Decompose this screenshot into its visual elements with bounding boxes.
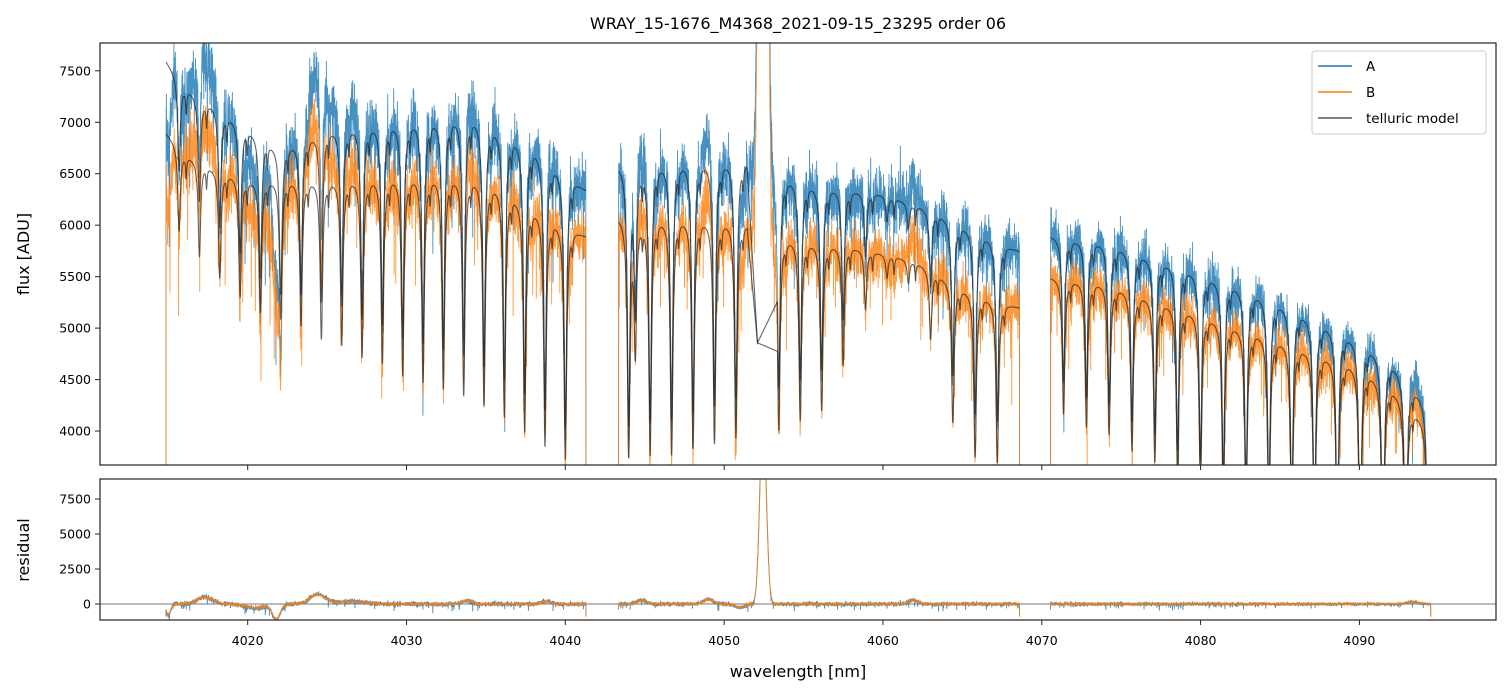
telluric-model-b-line-segment-1 bbox=[165, 133, 587, 460]
x-tick-label: 4050 bbox=[708, 633, 740, 648]
x-tick-label: 4070 bbox=[1026, 633, 1058, 648]
residual-a-line-segment-2 bbox=[618, 479, 1020, 617]
telluric-model-b-line-segment-3 bbox=[1050, 278, 1427, 465]
residual-y-tick-label: 7500 bbox=[59, 492, 91, 507]
residual-b-line-segment-1 bbox=[165, 592, 587, 620]
flux-y-tick-label: 6000 bbox=[59, 218, 91, 233]
x-tick-label: 4040 bbox=[549, 633, 581, 648]
flux-y-tick-label: 6500 bbox=[59, 166, 91, 181]
residual-b-line-segment-3 bbox=[1050, 599, 1432, 617]
telluric-model-a-line-segment-3 bbox=[1050, 237, 1427, 465]
series-b-line-segment-1 bbox=[165, 98, 587, 465]
flux-axes-frame bbox=[99, 42, 1497, 466]
chart-title: WRAY_15-1676_M4368_2021-09-15_23295 orde… bbox=[590, 14, 1006, 34]
x-tick-label: 4090 bbox=[1344, 633, 1376, 648]
axis-ticks: 4020 4030 4040 4050 4060 4070 4080 4090 4000 4500… bbox=[59, 63, 1375, 648]
telluric-model-a-line-segment-1 bbox=[165, 61, 587, 428]
flux-y-tick-label: 7000 bbox=[59, 115, 91, 130]
legend-label-b: B bbox=[1366, 85, 1375, 101]
residual-axes-frame bbox=[99, 478, 1497, 621]
series-a-line-segment-3 bbox=[1050, 206, 1427, 465]
legend: A B telluric model bbox=[1311, 50, 1487, 135]
flux-y-tick-label: 7500 bbox=[59, 63, 91, 78]
legend-label-telluric: telluric model bbox=[1366, 111, 1459, 127]
flux-y-tick-label: 5500 bbox=[59, 269, 91, 284]
y-axis-label-residual: residual bbox=[14, 518, 33, 581]
flux-y-tick-label: 4500 bbox=[59, 372, 91, 387]
residual-y-tick-label: 2500 bbox=[59, 562, 91, 577]
series-b-line-segment-3 bbox=[1050, 256, 1427, 465]
y-axis-label-flux: flux [ADU] bbox=[14, 213, 33, 295]
telluric-model-b-line-segment-2 bbox=[618, 222, 1020, 464]
x-axis-label: wavelength [nm] bbox=[730, 662, 867, 681]
residual-a-line-segment-1 bbox=[165, 591, 587, 620]
legend-label-a: A bbox=[1366, 59, 1376, 75]
x-tick-label: 4030 bbox=[391, 633, 423, 648]
flux-panel bbox=[165, 43, 1427, 465]
series-a-line-segment-1 bbox=[165, 43, 587, 465]
residual-panel bbox=[100, 479, 1496, 620]
flux-y-tick-label: 5000 bbox=[59, 321, 91, 336]
residual-y-tick-label: 5000 bbox=[59, 527, 91, 542]
x-tick-label: 4020 bbox=[232, 633, 264, 648]
x-tick-label: 4060 bbox=[867, 633, 899, 648]
residual-y-tick-label: 0 bbox=[83, 597, 91, 612]
flux-y-tick-label: 4000 bbox=[59, 424, 91, 439]
telluric-model-a-line-segment-2 bbox=[618, 166, 1020, 427]
x-tick-label: 4080 bbox=[1185, 633, 1217, 648]
residual-b-line-segment-2 bbox=[618, 479, 1020, 617]
legend-box bbox=[1311, 50, 1487, 135]
